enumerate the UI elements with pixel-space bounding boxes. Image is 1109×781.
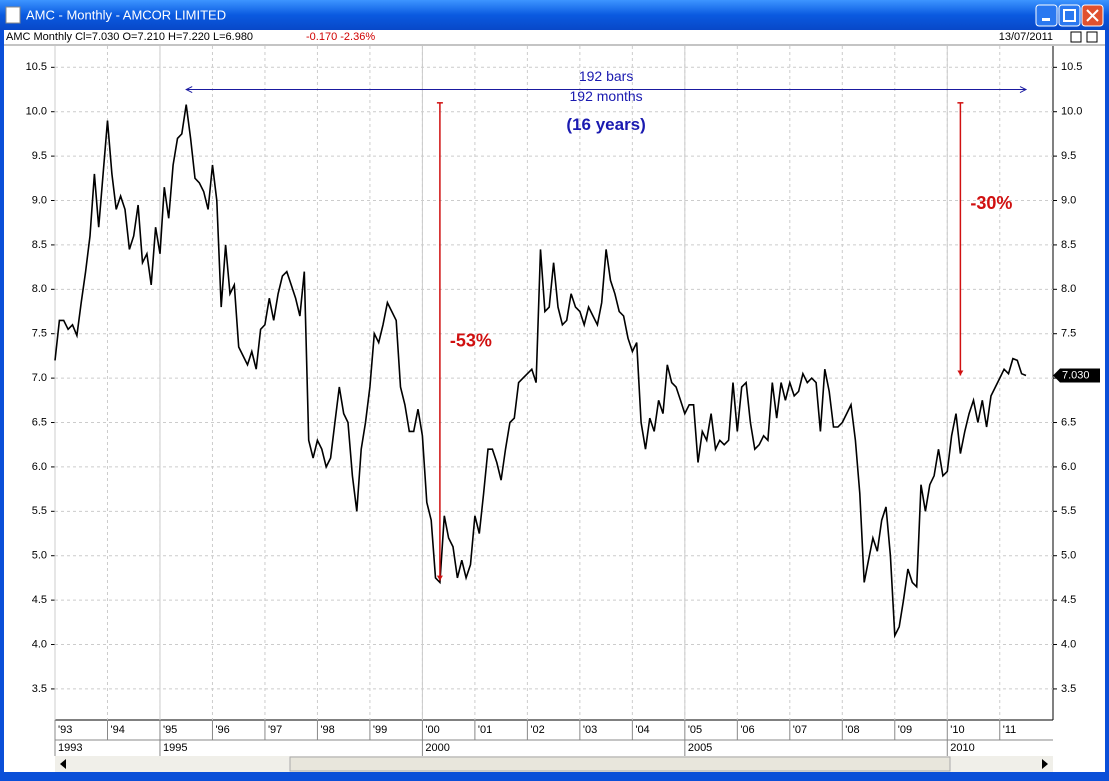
drop-label: -30% [970,193,1012,213]
last-price-label: 7.030 [1062,369,1090,381]
y-tick-label: 8.5 [32,239,47,251]
y-tick-label: 10.5 [26,61,47,73]
maximize-icon [1063,9,1076,22]
x-tick-label: '01 [478,724,492,736]
close-icon [1086,9,1099,22]
date-text: 13/07/2011 [999,31,1053,43]
span-label: 192 months [570,88,643,104]
y-tick-label-right: 3.5 [1061,683,1076,695]
restore-pane-button[interactable] [1070,31,1082,43]
x-tick-label: '95 [163,724,177,736]
y-tick-label: 8.0 [32,283,47,295]
y-tick-label-right: 8.0 [1061,283,1076,295]
y-tick-label: 6.0 [32,461,47,473]
minimize-icon [1042,18,1050,21]
y-tick-label-right: 6.5 [1061,416,1076,428]
year-label: 2000 [425,742,449,754]
y-tick-label: 7.5 [32,328,47,340]
change-text: -0.170 -2.36% [306,31,375,43]
x-tick-label: '06 [740,724,754,736]
y-tick-label-right: 5.5 [1061,505,1076,517]
y-tick-label: 9.5 [32,150,47,162]
minimize-button[interactable] [1035,4,1058,27]
y-tick-label-right: 10.0 [1061,106,1082,118]
x-tick-label: '11 [1003,724,1017,736]
drop-arrowhead [436,575,443,581]
x-tick-label: '03 [583,724,597,736]
x-tick-label: '07 [793,724,807,736]
year-label: 2010 [950,742,974,754]
x-tick-label: '08 [845,724,859,736]
chart-pane [4,30,1105,772]
x-tick-label: '94 [110,724,124,736]
close-pane-button[interactable] [1086,31,1098,43]
x-tick-label: '99 [373,724,387,736]
info-text: AMC Monthly Cl=7.030 O=7.210 H=7.220 L=6… [6,31,253,43]
y-tick-label: 10.0 [26,106,47,118]
y-tick-label: 3.5 [32,683,47,695]
x-tick-label: '98 [320,724,334,736]
y-tick-label: 5.0 [32,550,47,562]
year-label: 1995 [163,742,187,754]
x-tick-label: '97 [268,724,282,736]
drop-label: -53% [450,330,492,350]
y-tick-label-right: 10.5 [1061,61,1082,73]
y-tick-label-right: 4.5 [1061,594,1076,606]
span-label: (16 years) [566,115,645,134]
x-tick-label: '05 [688,724,702,736]
price-line [54,104,1027,639]
y-tick-label-right: 6.0 [1061,461,1076,473]
y-tick-label-right: 9.5 [1061,150,1076,162]
y-tick-label: 4.0 [32,638,47,650]
maximize-button[interactable] [1058,4,1081,27]
y-tick-label-right: 7.5 [1061,328,1076,340]
y-tick-label: 9.0 [32,194,47,206]
last-price-tag [1053,368,1100,383]
x-tick-label: '04 [635,724,649,736]
title-bar [0,0,1109,30]
year-label: 2005 [688,742,712,754]
drop-arrowhead [957,370,964,376]
scroll-thumb[interactable] [289,756,951,772]
y-tick-label-right: 9.0 [1061,194,1076,206]
x-tick-label: '96 [215,724,229,736]
y-tick-label-right: 5.0 [1061,550,1076,562]
y-tick-label: 4.5 [32,594,47,606]
span-arrowheads [185,86,1028,93]
x-tick-label: '09 [898,724,912,736]
x-tick-label: '10 [950,724,964,736]
y-tick-label-right: 4.0 [1061,638,1076,650]
y-tick-label: 5.5 [32,505,47,517]
app-icon [5,6,21,24]
y-tick-label-right: 8.5 [1061,239,1076,251]
x-tick-label: '93 [58,724,72,736]
y-tick-label: 6.5 [32,416,47,428]
x-tick-label: '00 [425,724,439,736]
x-tick-label: '02 [530,724,544,736]
window-title: AMC - Monthly - AMCOR LIMITED [26,7,226,22]
span-label: 192 bars [579,68,633,84]
y-tick-label: 7.0 [32,372,47,384]
year-label: 1993 [58,742,82,754]
